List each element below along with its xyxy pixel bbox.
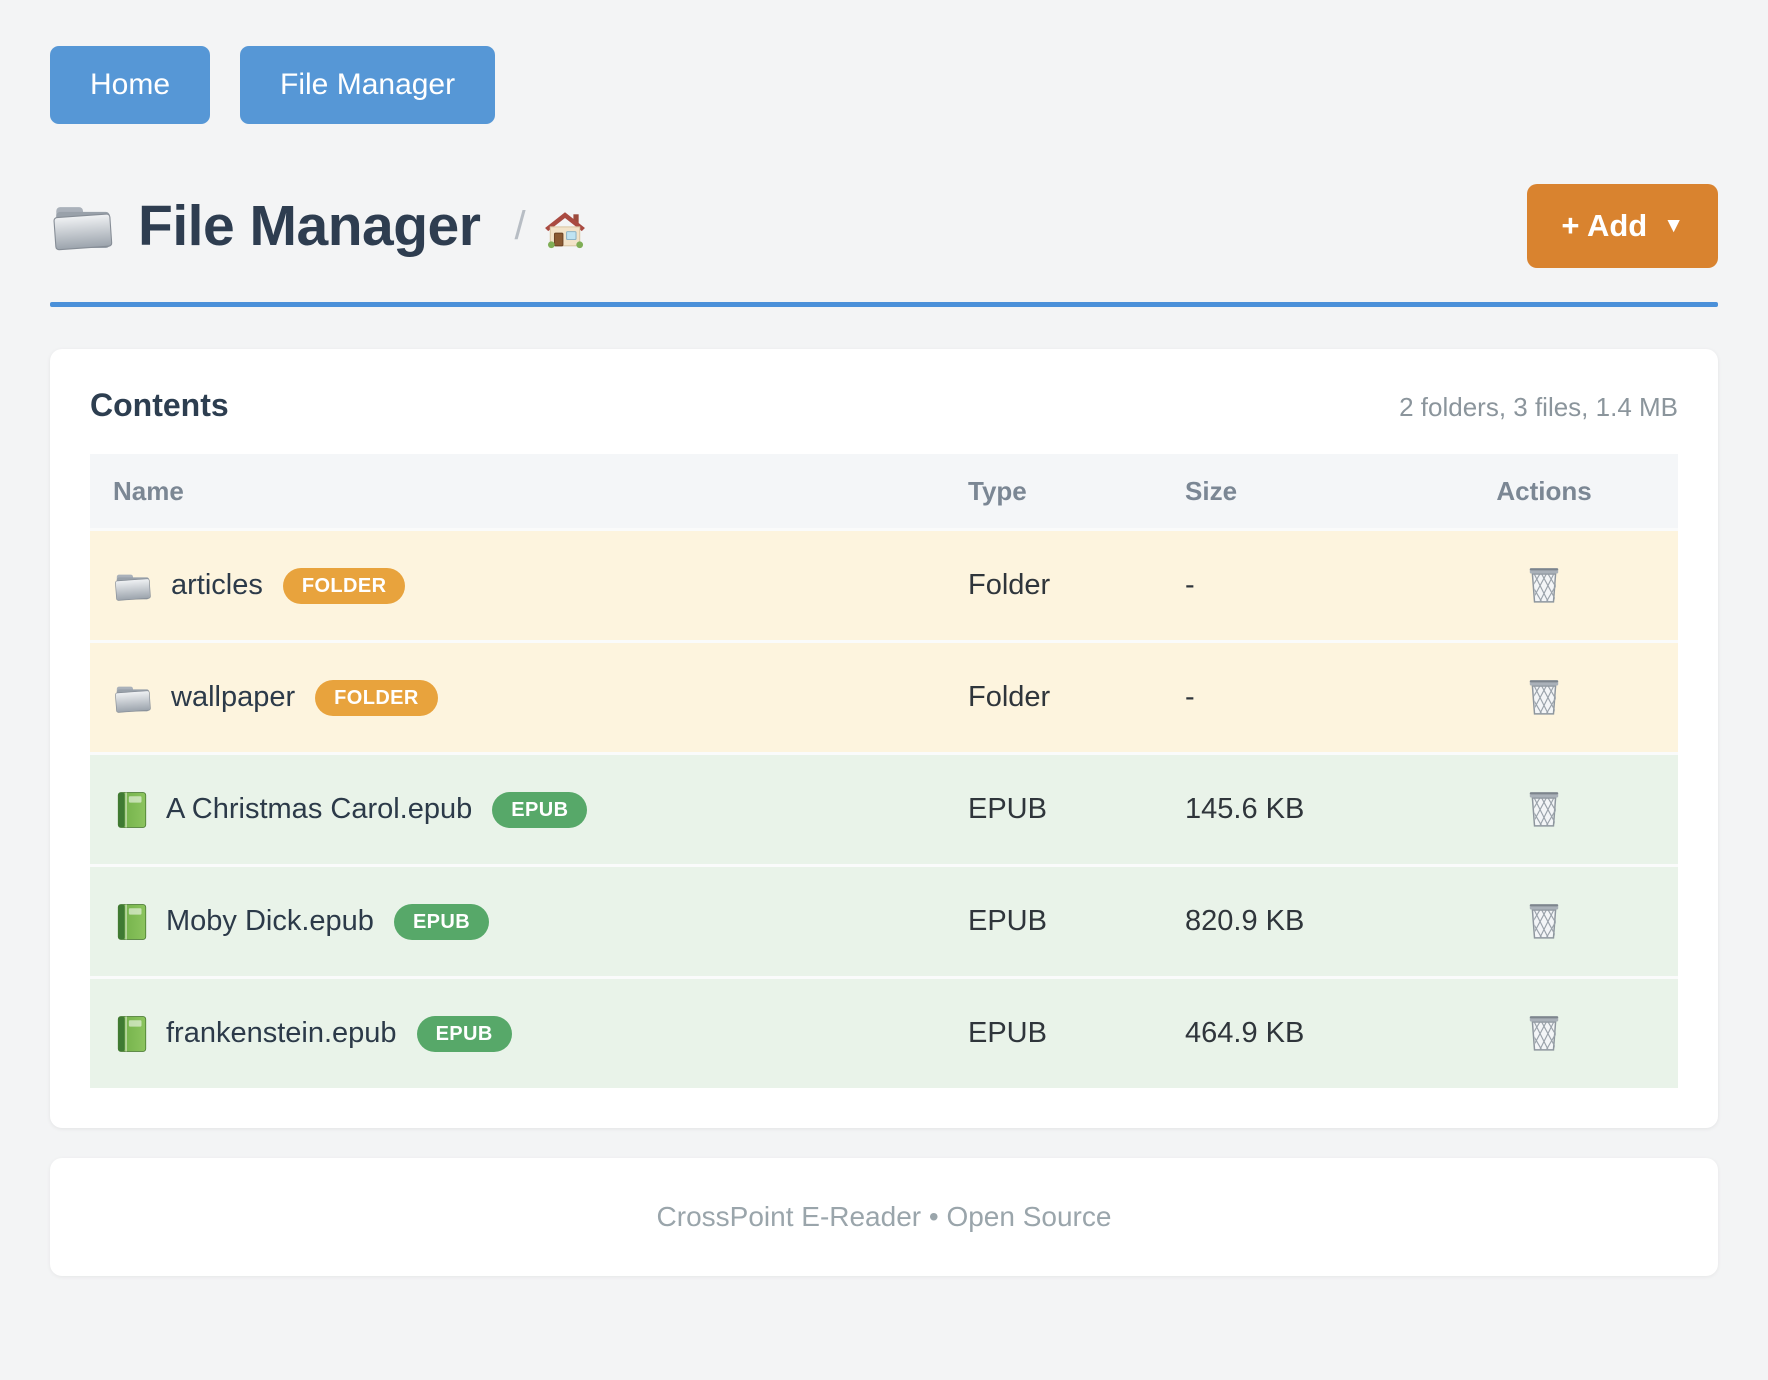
cell-type: EPUB xyxy=(968,905,1047,937)
cell-type: EPUB xyxy=(968,1017,1047,1049)
name-cell: frankenstein.epub EPUB xyxy=(90,1015,968,1053)
page-title: File Manager xyxy=(138,194,481,258)
file-name: articles xyxy=(171,569,263,601)
contents-card-header: Contents 2 folders, 3 files, 1.4 MB xyxy=(90,387,1678,424)
footer-text: CrossPoint E-Reader • Open Source xyxy=(656,1201,1112,1232)
green-book-icon xyxy=(117,791,147,828)
file-name: wallpaper xyxy=(171,681,296,713)
file-manager-button[interactable]: File Manager xyxy=(240,46,496,124)
cell-type: EPUB xyxy=(968,793,1047,825)
table-row[interactable]: articles FOLDER Folder - xyxy=(90,528,1678,640)
folder-icon xyxy=(53,207,113,251)
delete-button[interactable] xyxy=(1522,560,1566,611)
cell-size: 145.6 KB xyxy=(1185,793,1305,825)
trash-icon xyxy=(1529,680,1559,715)
table-row[interactable]: A Christmas Carol.epub EPUB EPUB 145.6 K… xyxy=(90,752,1678,864)
column-header-size: Size xyxy=(1185,475,1238,506)
type-badge: EPUB xyxy=(393,903,490,940)
house-icon[interactable] xyxy=(544,209,586,249)
trash-icon xyxy=(1529,568,1559,603)
file-name: frankenstein.epub xyxy=(166,1017,397,1049)
table-row[interactable]: frankenstein.epub EPUB EPUB 464.9 KB xyxy=(90,976,1678,1088)
green-book-icon xyxy=(117,1015,147,1052)
title-group: File Manager / xyxy=(50,193,586,259)
cell-type: Folder xyxy=(968,569,1051,601)
table-row[interactable]: Moby Dick.epub EPUB EPUB 820.9 KB xyxy=(90,864,1678,976)
add-button[interactable]: + Add ▼ xyxy=(1527,184,1718,268)
table-body: articles FOLDER Folder - xyxy=(90,528,1678,1088)
add-button-label: + Add xyxy=(1561,208,1648,243)
column-header-name: Name xyxy=(113,475,184,506)
cell-size: - xyxy=(1185,569,1195,601)
column-header-type: Type xyxy=(968,475,1027,506)
home-button[interactable]: Home xyxy=(50,46,211,124)
name-cell: articles FOLDER xyxy=(90,567,968,604)
actions-cell xyxy=(1468,560,1620,611)
cell-size: - xyxy=(1185,681,1195,713)
folder-icon xyxy=(115,574,151,601)
green-book-icon xyxy=(117,903,147,940)
delete-button[interactable] xyxy=(1522,1008,1566,1059)
delete-button[interactable] xyxy=(1522,784,1566,835)
cell-size: 464.9 KB xyxy=(1185,1017,1305,1049)
actions-cell xyxy=(1468,896,1620,947)
table-row[interactable]: wallpaper FOLDER Folder - xyxy=(90,640,1678,752)
file-name: Moby Dick.epub xyxy=(166,905,374,937)
type-badge: EPUB xyxy=(416,1015,512,1052)
trash-icon xyxy=(1529,1016,1559,1051)
column-header-actions: Actions xyxy=(1496,475,1592,506)
actions-cell xyxy=(1468,672,1620,723)
delete-button[interactable] xyxy=(1522,672,1566,723)
breadcrumb-separator: / xyxy=(514,203,526,248)
contents-heading: Contents xyxy=(90,387,229,423)
type-badge: EPUB xyxy=(492,791,588,828)
footer-card: CrossPoint E-Reader • Open Source xyxy=(50,1158,1718,1276)
title-underline xyxy=(50,302,1718,307)
trash-icon xyxy=(1529,792,1559,827)
delete-button[interactable] xyxy=(1522,896,1566,947)
actions-cell xyxy=(1468,784,1620,835)
type-badge: FOLDER xyxy=(282,567,406,604)
file-name: A Christmas Carol.epub xyxy=(166,793,473,825)
contents-summary: 2 folders, 3 files, 1.4 MB xyxy=(1399,392,1678,422)
chevron-down-icon: ▼ xyxy=(1663,214,1684,237)
trash-icon xyxy=(1529,904,1559,939)
cell-size: 820.9 KB xyxy=(1185,905,1305,937)
contents-card: Contents 2 folders, 3 files, 1.4 MB Name… xyxy=(50,349,1718,1128)
type-badge: FOLDER xyxy=(315,679,438,716)
cell-type: Folder xyxy=(968,681,1051,713)
name-cell: A Christmas Carol.epub EPUB xyxy=(90,791,968,829)
page: Home File Manager File Manager / xyxy=(50,0,1718,1276)
table-header-row: Name Type Size Actions xyxy=(90,454,1678,528)
file-table: Name Type Size Actions articles xyxy=(90,454,1678,1088)
title-row: File Manager / + Add ▼ xyxy=(50,184,1718,268)
top-nav: Home File Manager xyxy=(50,0,1718,124)
actions-cell xyxy=(1468,1008,1620,1059)
folder-icon xyxy=(115,686,151,713)
name-cell: wallpaper FOLDER xyxy=(90,679,968,716)
name-cell: Moby Dick.epub EPUB xyxy=(90,903,968,941)
